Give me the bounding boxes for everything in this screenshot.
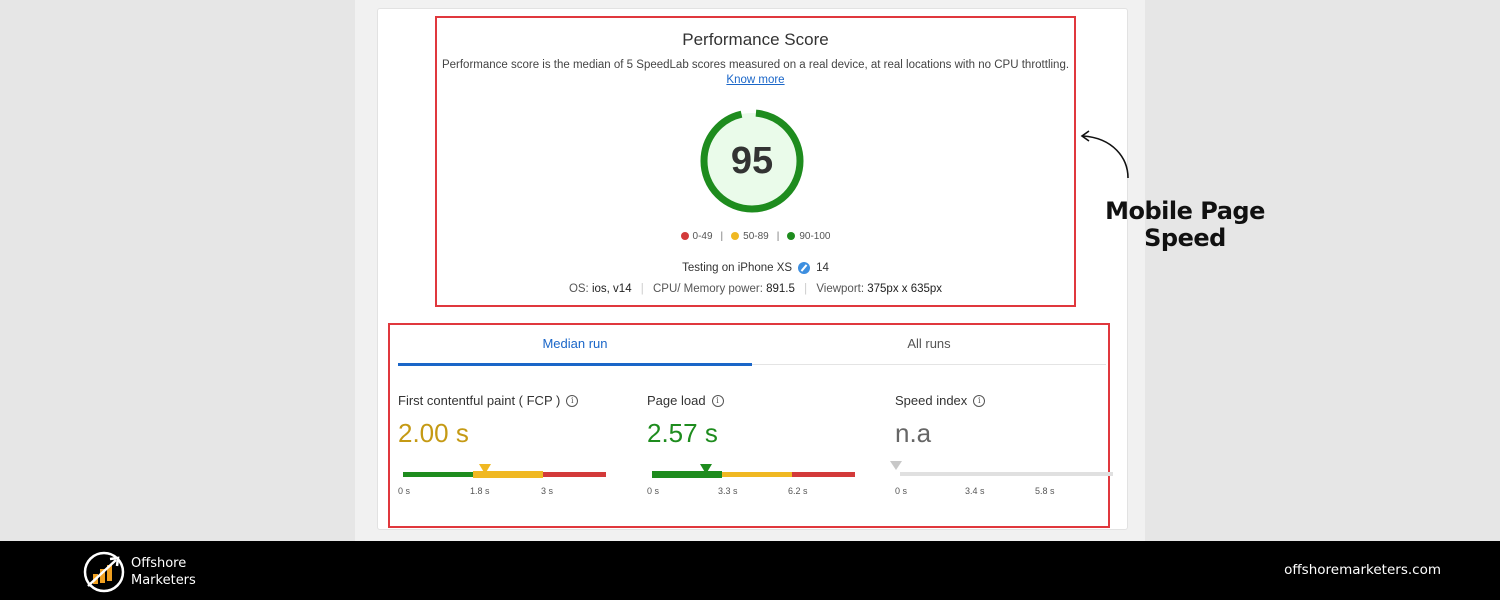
highlight-box-performance <box>435 16 1076 307</box>
info-icon[interactable]: i <box>566 394 579 407</box>
legend-item-average: 50-89 <box>731 231 769 242</box>
speed-index-marker-icon <box>890 461 902 470</box>
safari-icon <box>798 262 811 274</box>
testing-device: Testing on iPhone XS 14 <box>682 262 829 274</box>
tab-all-runs[interactable]: All runs <box>907 336 951 351</box>
device-specs: OS: ios, v14 | CPU/ Memory power: 891.5 … <box>568 283 943 295</box>
yellow-dot-icon <box>731 232 740 240</box>
speed-index-value: n.a <box>895 418 932 448</box>
metric-fcp: First contentful paint ( FCP ) i 2.00 s 0… <box>398 393 618 503</box>
fcp-value: 2.00 s <box>398 418 469 448</box>
know-more-link[interactable]: Know more <box>726 74 785 86</box>
run-tabs: Median run All runs <box>398 333 1106 366</box>
green-dot-icon <box>787 232 796 240</box>
page-load-value: 2.57 s <box>647 418 718 448</box>
page-load-range-bar <box>652 471 855 478</box>
results-card <box>377 8 1128 530</box>
metric-speed-index: Speed index i n.a 0 s 3.4 s 5.8 s <box>890 393 1115 503</box>
info-icon[interactable]: i <box>711 394 724 407</box>
offshore-marketers-logo-icon <box>83 551 125 593</box>
fcp-range-bar <box>403 471 606 478</box>
info-icon[interactable]: i <box>973 394 986 407</box>
score-gauge <box>700 109 804 213</box>
score-legend: 0-49 | 50-89 | 90-100 <box>435 231 1076 242</box>
performance-score: 95 <box>730 140 774 182</box>
speed-index-range-bar <box>900 472 1113 477</box>
metric-page-load: Page load i 2.57 s 0 s 3.3 s 6.2 s <box>647 393 867 503</box>
curved-arrow-icon <box>1080 130 1129 179</box>
performance-title: Performance Score <box>682 30 829 49</box>
highlight-box-metrics <box>388 323 1110 528</box>
red-dot-icon <box>680 232 689 240</box>
legend-item-good: 90-100 <box>787 231 830 242</box>
brand-name: Offshore Marketers <box>131 556 196 588</box>
website-url: offshoremarketers.com <box>1284 562 1441 578</box>
os-value: ios, v14 <box>591 283 632 295</box>
fcp-marker-icon <box>479 464 491 474</box>
legend-item-poor: 0-49 <box>680 231 713 242</box>
cpu-value: 891.5 <box>766 283 795 295</box>
tab-median-run[interactable]: Median run <box>398 333 752 366</box>
viewport-value: 375px x 635px <box>867 283 943 295</box>
annotation-label: Mobile Page Speed <box>1105 197 1265 252</box>
performance-description: Performance score is the median of 5 Spe… <box>441 59 1070 71</box>
footer-bar <box>0 541 1500 600</box>
page-load-marker-icon <box>700 464 712 474</box>
